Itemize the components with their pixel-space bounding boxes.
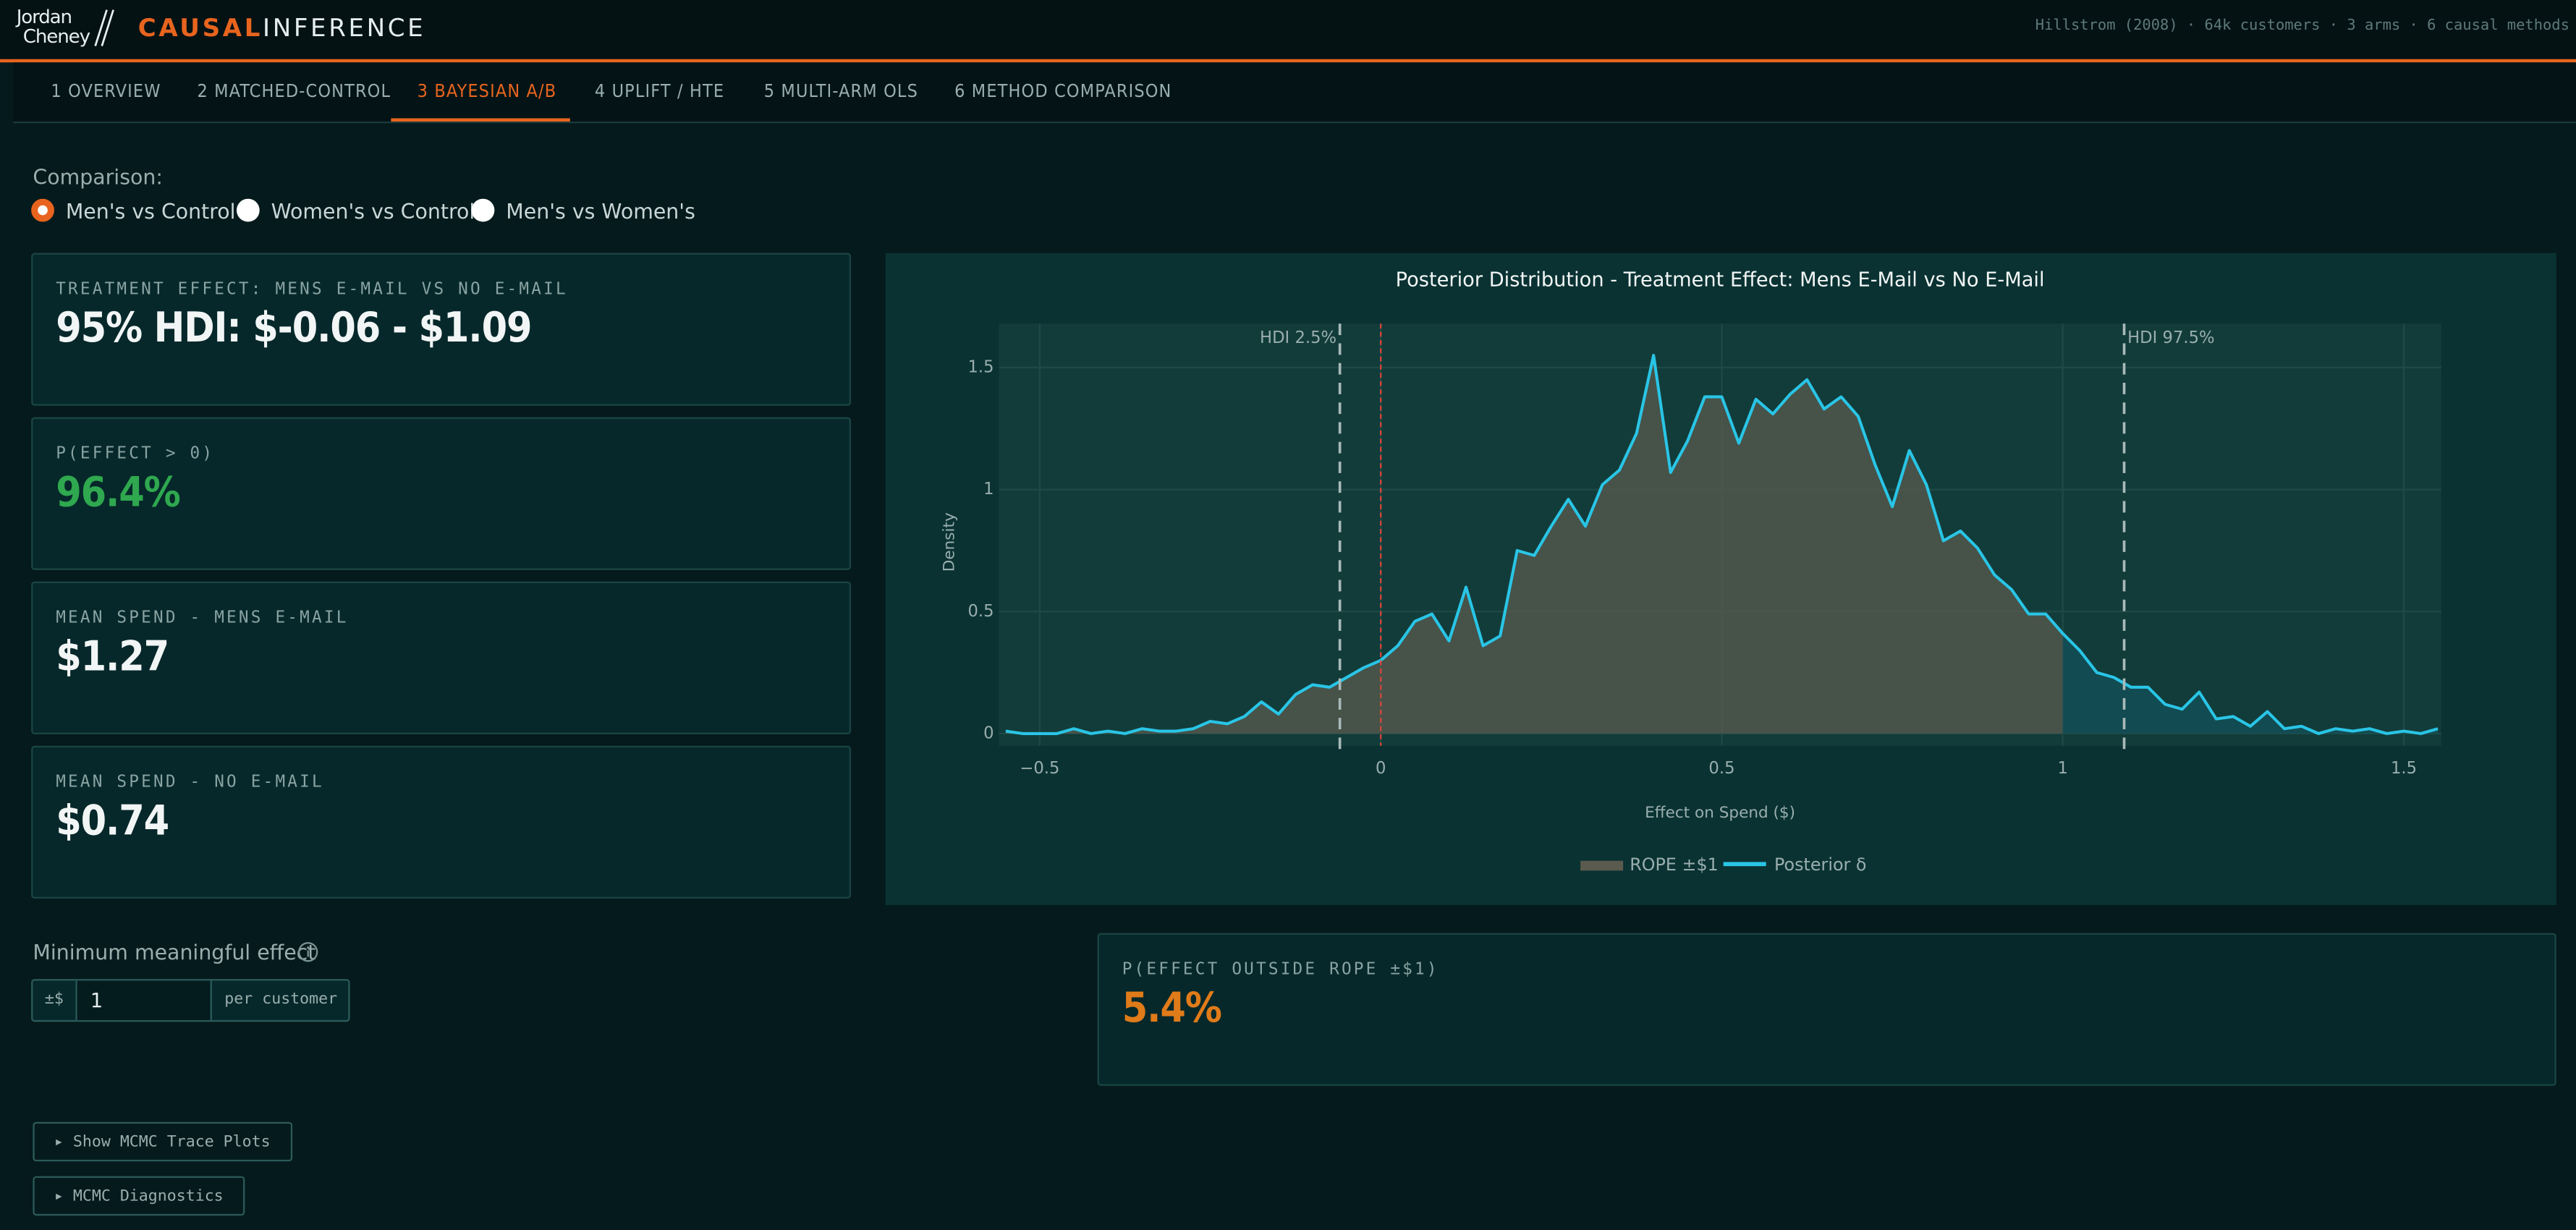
- card-label: MEAN SPEND - NO E-MAIL: [56, 773, 324, 792]
- logo-top: Jordan: [16, 4, 72, 28]
- x-axis-label: Effect on Spend ($): [1645, 804, 1795, 822]
- radio-dot: [236, 198, 260, 222]
- y-tick-label: 0: [983, 724, 993, 742]
- comparison-label: Comparison:: [33, 164, 163, 190]
- y-tick-label: 1: [983, 480, 993, 499]
- x-tick-label: −0.5: [1020, 759, 1059, 778]
- card-label: TREATMENT EFFECT: MENS E-MAIL VS NO E-MA…: [56, 281, 568, 300]
- card-label: P(EFFECT > 0): [56, 445, 215, 464]
- legend-label: ROPE ±$1: [1630, 854, 1719, 875]
- x-tick-label: 0: [1376, 759, 1386, 778]
- tab[interactable]: 6 METHOD COMPARISON: [954, 80, 1172, 102]
- input-prefix: ±$: [33, 980, 77, 1020]
- radio-label: Men's vs Women's: [506, 198, 695, 224]
- tab-active[interactable]: 3 BAYESIAN A/B: [417, 80, 557, 102]
- logo-slashes: [94, 9, 114, 46]
- tab-underline: [391, 118, 570, 122]
- outside-rope-area: [2062, 633, 2439, 734]
- expander-button[interactable]: ▸ MCMC Diagnostics: [33, 1176, 245, 1216]
- tab[interactable]: 1 OVERVIEW: [51, 80, 161, 102]
- card-value: $1.27: [56, 632, 169, 680]
- x-tick-label: 0.5: [1708, 759, 1734, 778]
- radio-dot: [471, 198, 495, 222]
- card-value: 5.4%: [1122, 983, 1222, 1032]
- legend-label: Posterior δ: [1774, 854, 1866, 875]
- logo-bottom: Cheney: [22, 25, 90, 48]
- brand-accent: CAUSAL: [137, 13, 263, 43]
- y-axis-label: Density: [940, 512, 958, 572]
- radio-dot: [31, 198, 54, 222]
- x-tick-label: 1.5: [2391, 759, 2417, 778]
- metric-card: P(EFFECT OUTSIDE ROPE ±$1) 5.4%: [1097, 933, 2556, 1086]
- y-tick-label: 1.5: [968, 357, 994, 376]
- radio-label: Men's vs Control: [65, 198, 236, 224]
- expander-button[interactable]: ▸ Show MCMC Trace Plots: [33, 1121, 292, 1162]
- header: Jordan Cheney CAUSALINFERENCE Hillstrom …: [0, 0, 2576, 63]
- brand: CAUSALINFERENCE: [138, 13, 426, 43]
- card-label: P(EFFECT OUTSIDE ROPE ±$1): [1122, 961, 1439, 980]
- chart-title: Posterior Distribution - Treatment Effec…: [1396, 269, 2045, 292]
- brand-rest: INFERENCE: [263, 13, 426, 43]
- legend-swatch: [1580, 860, 1624, 871]
- tab[interactable]: 4 UPLIFT / HTE: [594, 80, 725, 102]
- x-tick-label: 1: [2058, 759, 2068, 778]
- tab[interactable]: 2 MATCHED-CONTROL: [197, 80, 391, 102]
- metric-card: MEAN SPEND - MENS E-MAIL $1.27: [31, 581, 852, 734]
- logo: Jordan Cheney: [17, 7, 90, 46]
- rope-input[interactable]: 1: [77, 980, 211, 1020]
- card-label: MEAN SPEND - MENS E-MAIL: [56, 609, 349, 628]
- posterior-line: [1005, 354, 2439, 735]
- chart-panel: Posterior Distribution - Treatment Effec…: [885, 253, 2556, 905]
- hdi-label: HDI 97.5%: [2127, 328, 2215, 347]
- chart: Posterior Distribution - Treatment Effec…: [940, 269, 2441, 875]
- card-value: 95% HDI: $-0.06 - $1.09: [56, 304, 532, 352]
- input-group: ±$ 1 per customer: [31, 979, 350, 1022]
- card-value: 96.4%: [56, 468, 181, 516]
- tab-bar: 1 OVERVIEW 2 MATCHED-CONTROL 3 BAYESIAN …: [13, 62, 2576, 124]
- input-suffix: per customer: [210, 980, 350, 1020]
- info-icon[interactable]: [297, 941, 319, 963]
- metric-card: TREATMENT EFFECT: MENS E-MAIL VS NO E-MA…: [31, 253, 852, 406]
- tab[interactable]: 5 MULTI-ARM OLS: [763, 80, 918, 102]
- rope-input-label: Minimum meaningful effect: [33, 939, 316, 964]
- card-value: $0.74: [56, 797, 169, 844]
- metric-card: P(EFFECT > 0) 96.4%: [31, 417, 852, 570]
- y-tick-label: 0.5: [968, 602, 994, 621]
- hdi-label: HDI 2.5%: [1260, 328, 1336, 347]
- dataset-info: Hillstrom (2008) · 64k customers · 3 arm…: [2035, 17, 2569, 35]
- rope-area: [1005, 355, 2063, 734]
- metric-card: MEAN SPEND - NO E-MAIL $0.74: [31, 745, 852, 899]
- radio-label: Women's vs Control: [271, 198, 475, 224]
